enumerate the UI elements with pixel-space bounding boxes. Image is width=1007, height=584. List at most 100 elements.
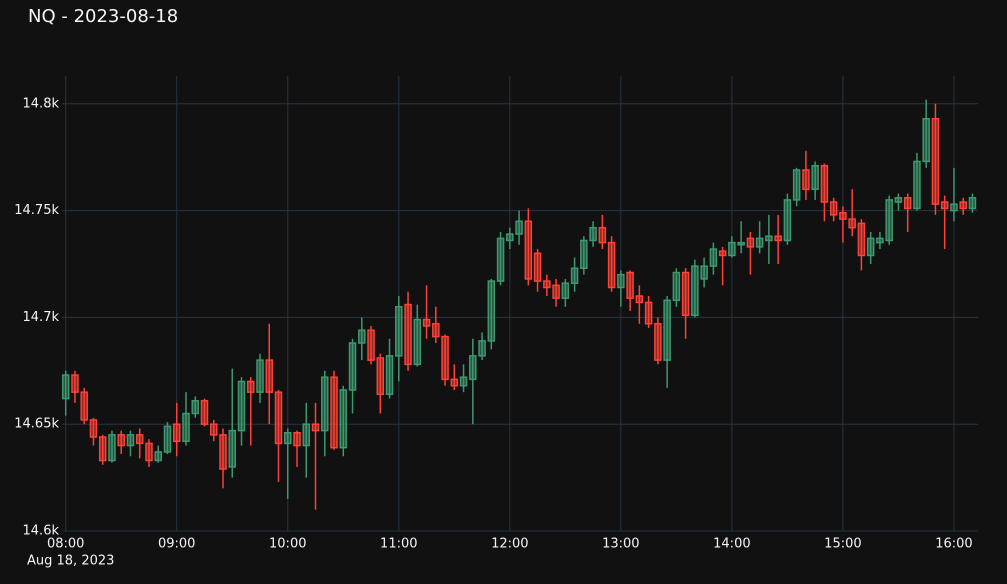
candle-body: [200, 399, 209, 425]
x-tick-label: 11:00: [380, 537, 417, 552]
candle-body: [626, 271, 634, 299]
candle-body: [145, 442, 153, 462]
x-tick-label: 14:00: [713, 537, 750, 552]
chart-title: NQ - 2023-08-18: [28, 6, 178, 27]
candle-body: [163, 425, 172, 453]
candle-body: [589, 226, 597, 242]
candle-body: [533, 252, 542, 282]
x-tick-label: 10:00: [269, 537, 306, 552]
candle-body: [755, 237, 764, 248]
candle-body: [802, 169, 810, 190]
candle-body: [450, 378, 459, 387]
y-tick-label: 14.6k: [23, 524, 60, 539]
candle-body: [765, 235, 773, 242]
candle-body: [71, 374, 79, 393]
x-tick-label: 08:00: [47, 537, 84, 552]
candle-body: [126, 434, 135, 447]
x-tick-label: 13:00: [602, 537, 639, 552]
candle-body: [98, 436, 107, 462]
candle-body: [182, 412, 190, 443]
x-tick-label: 16:00: [935, 537, 972, 552]
candle-body: [395, 305, 403, 357]
candle-body: [959, 201, 967, 210]
candle-body: [607, 241, 616, 289]
candle-body: [552, 284, 560, 299]
candle-body: [663, 299, 671, 361]
x-tick-label: 15:00: [824, 537, 861, 552]
candle-body: [302, 423, 311, 447]
candle-body: [681, 271, 690, 316]
candle-body: [774, 235, 782, 242]
candle-body: [256, 359, 264, 393]
candle-body: [728, 241, 736, 257]
candle-body: [737, 241, 745, 246]
candle-body: [413, 318, 422, 366]
candle-body: [441, 335, 449, 381]
candle-body: [848, 218, 856, 229]
candle-body: [80, 391, 88, 421]
candle-body: [792, 169, 801, 201]
candle-body: [931, 117, 940, 205]
candle-body: [367, 329, 375, 361]
candle-body: [811, 164, 819, 190]
candle-body: [950, 203, 958, 212]
candle-body: [348, 342, 357, 391]
candle-body: [968, 197, 977, 210]
candle-body: [321, 376, 329, 432]
candle-body: [228, 429, 236, 468]
candle-body: [654, 323, 662, 361]
y-tick-label: 14.65k: [14, 417, 59, 432]
candle-body: [376, 357, 385, 396]
candle-body: [209, 423, 218, 436]
candle-body: [940, 201, 949, 210]
candle-body: [172, 423, 181, 443]
candle-body: [598, 226, 607, 244]
candle-body: [644, 301, 653, 325]
candle-body: [432, 323, 440, 338]
y-tick-label: 14.75k: [14, 203, 59, 218]
candle-body: [358, 329, 366, 344]
candle-body: [718, 250, 727, 257]
candle-body: [746, 237, 755, 248]
candle-body: [339, 389, 348, 449]
candle-body: [311, 423, 320, 432]
candle-body: [885, 199, 893, 242]
candle-body: [903, 197, 912, 210]
candle-body: [709, 248, 718, 267]
candle-body: [570, 267, 579, 284]
candle-body: [61, 374, 70, 400]
candle-body: [135, 434, 144, 445]
candle-body: [237, 380, 246, 432]
candle-body: [469, 355, 477, 381]
candle-body: [478, 340, 486, 357]
y-tick-label: 14.7k: [23, 310, 60, 325]
candle-body: [913, 160, 921, 210]
candle-body: [515, 220, 523, 235]
x-tick-label: 12:00: [491, 537, 528, 552]
candle-body: [191, 399, 199, 415]
x-date-label: Aug 18, 2023: [27, 554, 114, 569]
candle-body: [820, 164, 829, 203]
candle-body: [691, 265, 699, 316]
candle-body: [487, 280, 496, 342]
y-tick-label: 14.8k: [23, 96, 60, 111]
candle-body: [274, 391, 283, 445]
candle-body: [876, 237, 884, 244]
candle-body: [293, 431, 301, 447]
candle-body: [89, 419, 98, 438]
candle-body: [117, 434, 125, 447]
candle-body: [700, 265, 708, 280]
candle-body: [635, 295, 644, 304]
candle-body: [857, 222, 866, 257]
candle-body: [866, 237, 875, 257]
candle-body: [265, 359, 274, 393]
x-tick-label: 09:00: [158, 537, 195, 552]
candle-body: [496, 237, 505, 282]
candle-body: [284, 431, 292, 445]
candle-body: [839, 211, 847, 220]
candle-body: [561, 282, 570, 299]
candle-body: [404, 303, 412, 366]
candle-body: [108, 434, 116, 462]
